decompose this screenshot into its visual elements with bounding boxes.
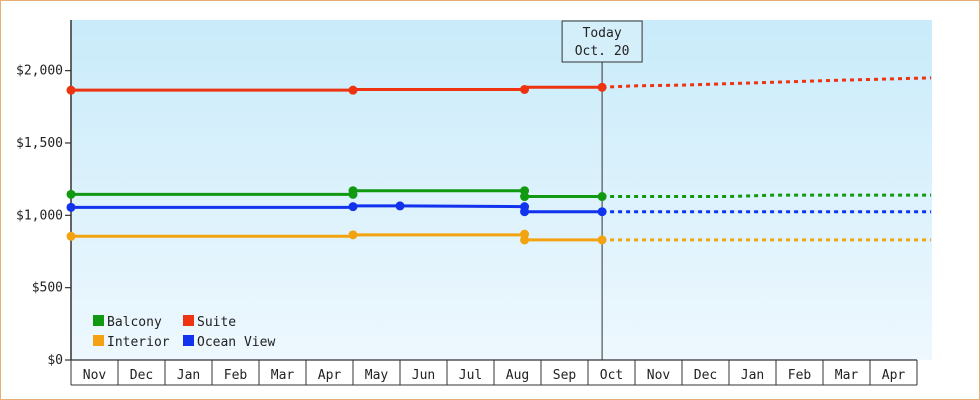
legend-label-suite: Suite [197, 315, 236, 330]
y-tick-label: $1,500 [16, 136, 63, 151]
month-label: Feb [788, 368, 812, 383]
month-label: Nov [647, 368, 671, 383]
y-tick-label: $1,000 [16, 208, 63, 223]
series-line-balcony [71, 189, 603, 199]
legend-swatch-balcony [93, 315, 104, 326]
legend-label-ocean-view: Ocean View [197, 335, 275, 350]
data-point-suite [520, 84, 530, 94]
month-label: Jul [459, 368, 482, 383]
today-box [561, 20, 643, 63]
data-point-balcony [66, 189, 76, 199]
y-tick-label: $0 [47, 353, 63, 368]
data-point-ocean-view [395, 201, 405, 211]
y-tick-label: $2,000 [16, 64, 63, 79]
y-tick-label: $500 [32, 281, 63, 296]
legend-label-interior: Interior [107, 335, 170, 350]
today-date: Oct. 20 [575, 44, 630, 59]
data-point-interior [597, 235, 607, 245]
data-point-ocean-view [66, 202, 76, 212]
month-label: Feb [224, 368, 248, 383]
data-point-ocean-view [520, 207, 530, 217]
series-forecast-suite [602, 76, 932, 89]
legend-swatch-suite [183, 315, 194, 326]
month-label: May [365, 368, 389, 383]
today-label: Today [583, 26, 622, 41]
data-point-balcony [520, 192, 530, 202]
legend-swatch-ocean-view [183, 335, 194, 346]
month-label: Jan [741, 368, 764, 383]
month-label: Dec [130, 368, 153, 383]
month-label: Apr [882, 368, 906, 383]
legend-label-balcony: Balcony [107, 315, 162, 330]
series-forecast-balcony [602, 193, 932, 199]
month-label: Jun [412, 368, 435, 383]
legend-swatch-interior [93, 335, 104, 346]
month-label: Nov [83, 368, 107, 383]
series-line-interior [71, 233, 603, 242]
data-point-suite [597, 82, 607, 92]
data-point-suite [66, 85, 76, 95]
month-label: Aug [506, 368, 529, 383]
data-point-ocean-view [348, 202, 358, 212]
data-point-interior [66, 231, 76, 241]
month-label: Dec [694, 368, 717, 383]
month-label: Jan [177, 368, 200, 383]
data-point-suite [348, 85, 358, 95]
month-label: Oct [600, 368, 623, 383]
data-point-interior [520, 235, 530, 245]
series-line-suite [71, 85, 603, 92]
data-point-ocean-view [597, 207, 607, 217]
month-label: Mar [271, 368, 295, 383]
data-point-balcony [597, 192, 607, 202]
month-label: Mar [835, 368, 859, 383]
month-label: Apr [318, 368, 342, 383]
data-point-balcony [348, 186, 358, 196]
data-point-interior [348, 230, 358, 240]
month-label: Sep [553, 368, 577, 383]
